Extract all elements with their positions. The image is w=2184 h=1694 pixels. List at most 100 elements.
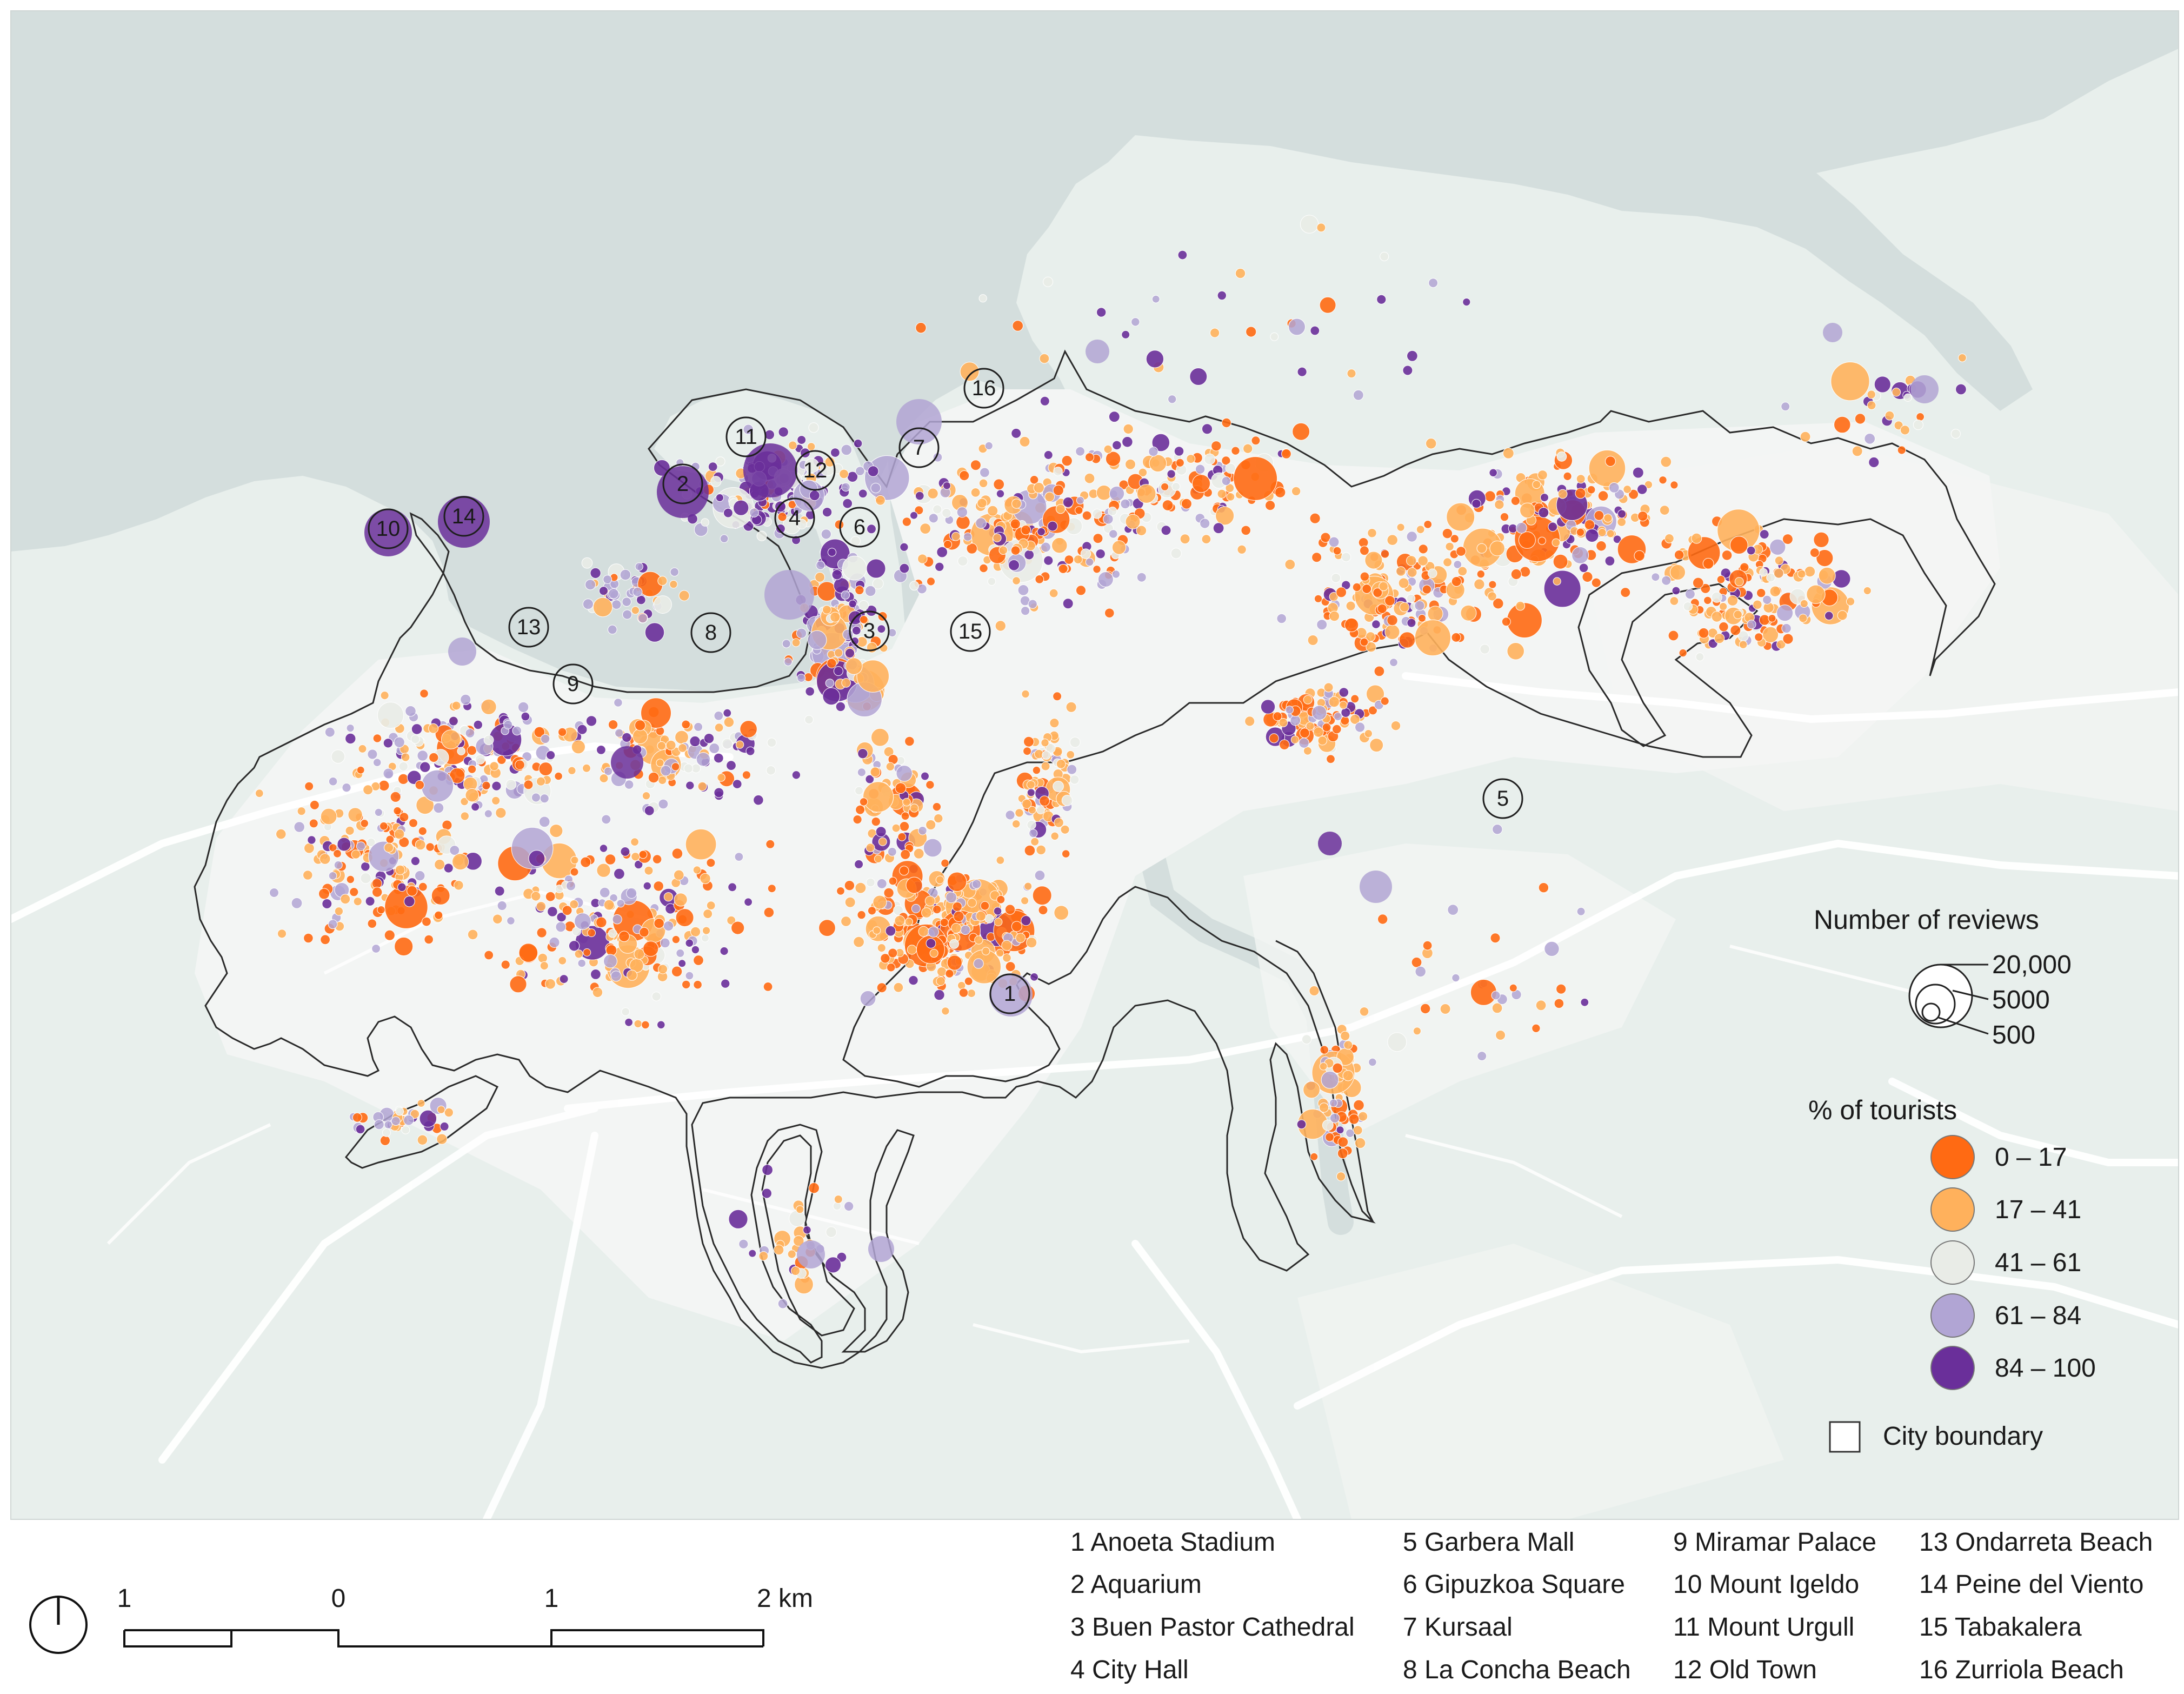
- review-circle: [873, 926, 881, 935]
- review-circle: [971, 879, 982, 889]
- review-circle: [449, 845, 460, 856]
- review-circle: [1053, 484, 1064, 496]
- review-circle: [1103, 514, 1114, 524]
- review-circle: [517, 701, 529, 713]
- review-circle: [554, 772, 563, 781]
- review-circle: [538, 816, 550, 828]
- review-circle: [1201, 423, 1213, 435]
- review-circle: [604, 767, 613, 776]
- review-circle: [1510, 568, 1522, 580]
- review-circle: [639, 927, 649, 938]
- review-circle: [827, 548, 837, 557]
- review-circle: [1288, 318, 1306, 336]
- review-circle: [675, 730, 689, 745]
- review-circle: [952, 901, 963, 912]
- review-circle: [933, 504, 942, 514]
- review-circle: [1314, 594, 1323, 603]
- review-circle: [356, 841, 366, 851]
- review-circle: [834, 648, 843, 657]
- landmark-marker: [725, 416, 767, 457]
- review-circle: [1695, 652, 1704, 661]
- review-circle: [598, 586, 609, 596]
- review-circle: [1754, 633, 1763, 642]
- review-circle: [580, 856, 591, 868]
- review-circle: [967, 989, 976, 998]
- review-circle: [1762, 595, 1772, 605]
- review-circle: [945, 892, 957, 904]
- review-circle: [1004, 904, 1016, 915]
- review-circle: [492, 914, 503, 925]
- review-circle: [870, 483, 881, 494]
- review-circle: [342, 783, 351, 793]
- review-circle: [818, 919, 836, 937]
- landmark-list-item: 14 Peine del Viento: [1919, 1570, 2143, 1599]
- review-circle: [865, 878, 875, 887]
- review-circle: [1300, 215, 1319, 234]
- review-circle: [1290, 715, 1301, 726]
- review-circle: [1488, 580, 1497, 589]
- review-circle: [1034, 870, 1046, 881]
- review-circle: [1747, 620, 1756, 629]
- review-circle: [1023, 736, 1034, 747]
- review-circle: [379, 1135, 391, 1146]
- review-circle: [467, 929, 478, 940]
- review-circle: [1364, 551, 1383, 569]
- review-circle: [1053, 467, 1063, 476]
- review-circle: [324, 727, 335, 738]
- review-circle: [1471, 499, 1481, 509]
- review-circle: [1733, 610, 1742, 619]
- review-circle: [612, 914, 622, 925]
- review-circle: [1042, 750, 1051, 760]
- review-circle: [1515, 601, 1526, 611]
- review-circle: [482, 781, 491, 790]
- review-circle: [436, 1133, 448, 1145]
- review-circle: [856, 660, 890, 693]
- review-circle: [1692, 577, 1704, 589]
- review-circle: [636, 595, 646, 605]
- review-circle: [358, 744, 367, 753]
- review-circle: [1768, 614, 1776, 622]
- review-circle: [1021, 896, 1029, 905]
- review-circle: [859, 798, 868, 806]
- review-circle: [822, 687, 841, 706]
- city-boundary: [194, 349, 1996, 1369]
- scale-bar: 1 0 1 2 km: [117, 1584, 813, 1648]
- review-circle: [1518, 531, 1536, 549]
- review-circle: [1336, 1172, 1346, 1181]
- review-circle: [853, 815, 862, 825]
- review-circle: [1038, 905, 1048, 915]
- review-circle: [1418, 544, 1428, 554]
- review-circle: [1243, 443, 1253, 454]
- review-circle: [960, 925, 971, 935]
- review-circle: [924, 895, 936, 907]
- review-circle: [1024, 845, 1036, 856]
- review-circle: [949, 939, 959, 949]
- review-circle: [1368, 706, 1377, 715]
- review-circle: [643, 941, 659, 957]
- review-circle: [1186, 454, 1196, 464]
- review-circle: [1377, 914, 1388, 925]
- review-circle: [1719, 602, 1728, 611]
- review-circle: [540, 961, 549, 971]
- review-circle: [927, 488, 938, 499]
- review-circle: [1011, 499, 1022, 509]
- review-circle: [1360, 637, 1369, 647]
- review-circle: [1380, 549, 1390, 559]
- review-circle: [1043, 555, 1054, 566]
- review-circle: [1730, 625, 1741, 636]
- review-circle: [993, 479, 1005, 490]
- landmark-marker-number: 10: [376, 517, 401, 541]
- review-circle: [749, 508, 759, 518]
- review-circle: [277, 929, 287, 939]
- review-circle: [1384, 595, 1395, 606]
- review-circle: [943, 540, 953, 549]
- review-circle: [791, 638, 801, 647]
- review-circle: [875, 826, 887, 838]
- legend-class-label: 17 – 41: [1995, 1195, 2081, 1224]
- legend-class-swatch: [1930, 1346, 1975, 1390]
- review-circle: [1406, 531, 1417, 542]
- review-circle: [896, 765, 913, 782]
- review-circle: [1885, 410, 1895, 421]
- review-circle: [1322, 722, 1331, 732]
- review-circle: [970, 460, 981, 471]
